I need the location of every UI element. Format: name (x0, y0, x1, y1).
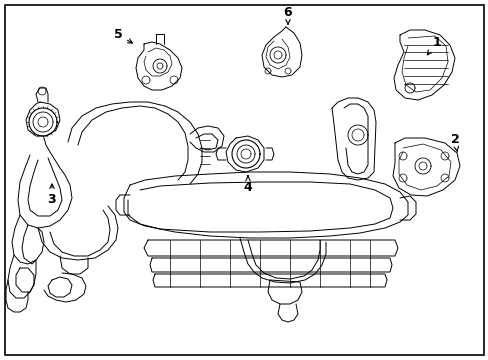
Text: 6: 6 (283, 5, 292, 24)
Text: 4: 4 (243, 176, 252, 194)
Text: 5: 5 (113, 28, 132, 43)
Text: 2: 2 (450, 134, 458, 152)
Text: 1: 1 (427, 36, 441, 55)
Text: 3: 3 (48, 184, 56, 207)
